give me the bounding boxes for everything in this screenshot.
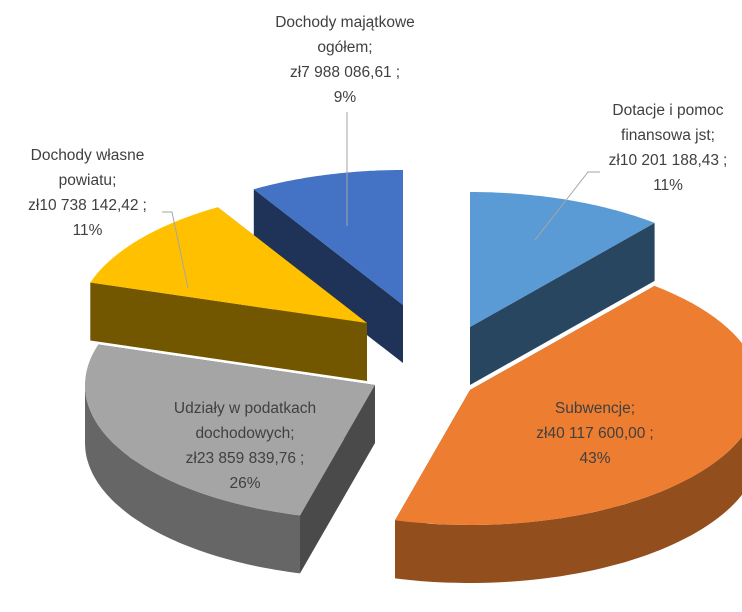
value-label: zł23 859 839,76 (185, 450, 296, 467)
separator: ; (112, 172, 117, 189)
data-label: Subwencje; zł40 117 600,00; 43% (520, 396, 670, 471)
label-row: Dochody własne powiatu; (0, 143, 175, 193)
category-name: Dochody majątkowe ogółem (275, 14, 415, 56)
label-row: zł23 859 839,76; (150, 446, 340, 471)
slice-side (470, 222, 655, 385)
label-row: Subwencje; (520, 396, 670, 421)
percent-label: 26% (229, 475, 261, 492)
slice (85, 344, 375, 516)
value-label: zł10 738 142,42 (28, 197, 139, 214)
category-name: Dochody własne powiatu (30, 147, 145, 189)
label-row: Dochody majątkowe ogółem; (255, 10, 435, 60)
slice (90, 207, 368, 323)
category-name: Subwencje (554, 400, 631, 417)
label-row: zł7 988 086,61; (255, 60, 435, 85)
label-row: zł40 117 600,00; (520, 421, 670, 446)
data-label: Dochody własne powiatu; zł10 738 142,42; 1… (0, 143, 175, 243)
value-label: zł7 988 086,61 (289, 64, 392, 81)
slice (395, 285, 742, 525)
percent-label: 11% (653, 177, 683, 194)
percent-label: 43% (579, 450, 611, 467)
separator: ; (290, 425, 295, 442)
leader-line (534, 171, 600, 241)
value-label: zł10 201 188,43 (608, 152, 719, 169)
separator: ; (710, 127, 715, 144)
label-row: Udziały w podatkach dochodowych; (150, 396, 340, 446)
separator: ; (723, 152, 728, 169)
label-row: Dotacje i pomoc finansowa jst; (588, 98, 742, 148)
separator: ; (649, 425, 654, 442)
category-name: Udziały w podatkach dochodowych (173, 400, 317, 442)
separator: ; (368, 39, 373, 56)
separator: ; (630, 400, 636, 417)
data-label: Udziały w podatkach dochodowych; zł23 859… (150, 396, 340, 496)
leader-line (162, 211, 189, 289)
separator: ; (395, 64, 400, 81)
slice-side (253, 189, 403, 363)
percent-label: 9% (333, 89, 357, 106)
label-row: zł10 738 142,42; (0, 193, 175, 218)
value-label: zł40 117 600,00 (536, 425, 646, 442)
data-label: Dochody majątkowe ogółem; zł7 988 086,61;… (255, 10, 435, 110)
slice (470, 192, 655, 327)
separator: ; (300, 450, 305, 467)
slice-edge (395, 436, 742, 583)
category-name: Dotacje i pomoc finansowa jst (612, 102, 724, 144)
separator: ; (142, 197, 147, 214)
data-label: Dotacje i pomoc finansowa jst; zł10 201 1… (588, 98, 742, 198)
slice-side (90, 282, 368, 381)
slice-edge (85, 385, 300, 574)
label-row: zł10 201 188,43; (588, 148, 742, 173)
percent-label: 11% (72, 222, 103, 239)
slice (253, 170, 403, 305)
